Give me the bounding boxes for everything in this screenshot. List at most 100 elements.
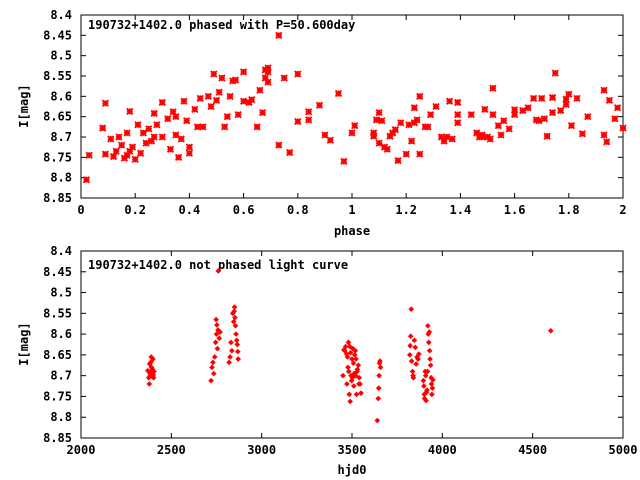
data-point — [423, 397, 429, 404]
data-point — [215, 268, 222, 274]
data-point — [264, 64, 272, 72]
x-tick-label: 3500 — [338, 443, 367, 457]
data-point — [153, 121, 161, 129]
data-point — [578, 130, 586, 138]
data-point — [208, 377, 214, 384]
data-point — [248, 95, 256, 104]
data-point — [199, 123, 207, 131]
data-point — [280, 74, 288, 82]
axis-ticks: 0 0.2 0.4 0.6 0.8 1 1.2 1.4 1.6 1.8 2 8.4 8.45 8.5 8.5… — [43, 8, 627, 217]
data-point — [478, 133, 486, 141]
data-point — [210, 70, 218, 78]
x-tick-label: 0.4 — [179, 203, 201, 217]
data-point — [234, 110, 242, 119]
data-point — [209, 364, 215, 371]
data-point — [437, 133, 446, 141]
data-point — [424, 368, 431, 375]
data-point — [253, 123, 261, 131]
data-point — [177, 135, 185, 143]
data-point — [427, 362, 434, 369]
y-tick-label: 8.5 — [50, 49, 72, 63]
data-point — [340, 157, 348, 166]
data-point — [264, 68, 272, 76]
data-point — [185, 149, 194, 157]
x-tick-label: 1.8 — [558, 203, 580, 217]
data-point — [344, 381, 350, 387]
y-tick-label: 8.5 — [50, 286, 72, 300]
data-point — [411, 337, 418, 344]
data-point — [500, 117, 508, 125]
data-point — [413, 361, 419, 367]
data-point — [216, 335, 223, 342]
data-point — [207, 102, 215, 111]
data-point — [432, 102, 440, 111]
x-tick-label: 2 — [619, 203, 626, 217]
data-point — [286, 148, 294, 157]
data-point — [134, 121, 142, 129]
data-point — [505, 125, 513, 133]
data-point — [415, 356, 421, 362]
data-point — [426, 329, 433, 335]
data-point — [147, 359, 154, 366]
x-tick-label: 2000 — [67, 443, 96, 457]
data-point — [142, 139, 150, 147]
data-point — [210, 359, 216, 366]
data-point — [406, 352, 413, 358]
data-point — [489, 84, 497, 92]
data-point — [412, 344, 419, 351]
data-point — [372, 116, 381, 124]
data-point — [519, 106, 527, 115]
data-point — [212, 339, 219, 346]
data-point — [212, 96, 221, 105]
data-point — [567, 121, 576, 130]
data-point — [356, 374, 363, 381]
data-point — [376, 372, 382, 379]
data-point — [226, 359, 232, 366]
data-point — [321, 131, 329, 139]
data-point — [548, 93, 557, 102]
y-tick-label: 8.8 — [50, 171, 72, 185]
data-point — [340, 372, 346, 379]
data-point — [557, 106, 565, 115]
data-point — [445, 97, 454, 105]
data-point — [126, 107, 134, 116]
data-point — [551, 69, 559, 77]
y-tick-label: 8.6 — [50, 89, 72, 103]
data-point — [118, 141, 126, 149]
data-point — [115, 133, 123, 141]
data-point — [600, 86, 608, 94]
data-point — [543, 132, 551, 140]
data-point — [305, 108, 313, 116]
data-point — [196, 94, 204, 103]
x-tick-label: 3000 — [247, 443, 276, 457]
data-point — [294, 70, 302, 78]
data-point — [239, 97, 248, 105]
data-point — [375, 385, 382, 391]
data-point — [217, 329, 223, 335]
data-point — [467, 110, 475, 119]
phased-light-curve-chart: 190732+1402.0 phased with P=50.600day ph… — [17, 8, 627, 238]
data-point — [349, 356, 355, 362]
data-point — [231, 304, 238, 310]
data-point — [275, 141, 283, 149]
data-point — [407, 342, 413, 349]
data-point — [213, 331, 220, 337]
data-point — [232, 322, 239, 329]
chart-title: 190732+1402.0 not phased light curve — [88, 258, 348, 272]
data-point — [348, 377, 355, 384]
y-tick-label: 8.65 — [43, 110, 72, 124]
chart-title: 190732+1402.0 phased with P=50.600day — [88, 18, 355, 32]
data-point — [548, 108, 557, 117]
y-tick-label: 8.75 — [43, 389, 72, 403]
data-point — [180, 97, 188, 105]
data-point — [347, 398, 354, 405]
data-point — [348, 129, 356, 137]
data-point — [231, 76, 240, 84]
data-point — [600, 131, 608, 139]
data-point — [347, 349, 354, 356]
data-point — [158, 98, 166, 107]
data-point — [136, 149, 145, 157]
data-point — [426, 347, 433, 354]
data-point — [355, 362, 362, 369]
x-tick-label: 4000 — [428, 443, 457, 457]
